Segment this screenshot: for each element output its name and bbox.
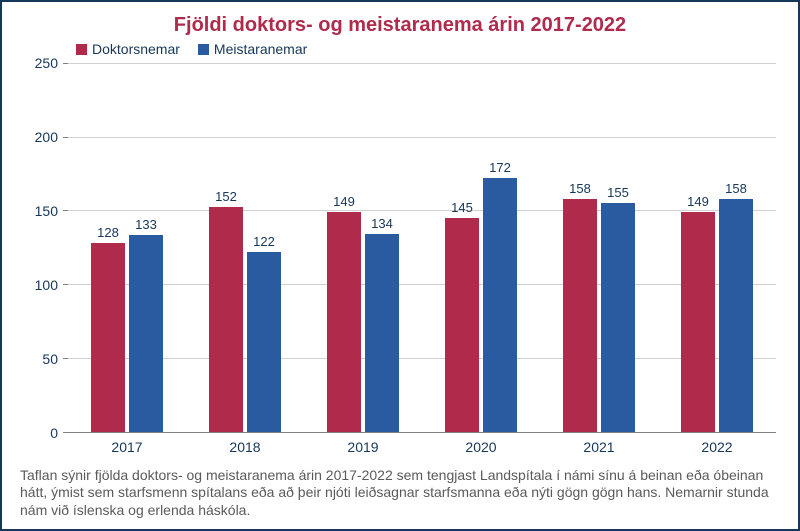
bar-value-label: 155 [607,185,629,200]
bar: 128 [91,243,125,432]
bar-group: 128133 [68,63,186,432]
chart-area: 050100150200250 128133152122149134145172… [20,63,780,459]
legend-item: Meistaranemar [198,41,307,57]
bar: 133 [129,235,163,431]
y-tick-label: 100 [35,277,58,293]
legend-swatch [198,44,209,55]
bar-group: 152122 [186,63,304,432]
bar-value-label: 122 [253,234,275,249]
x-tick-label: 2020 [422,435,540,459]
chart-frame: Fjöldi doktors- og meistaranema árin 201… [0,0,800,531]
y-tick-label: 0 [50,425,58,441]
legend-label: Doktorsnemar [92,41,180,57]
bar-value-label: 152 [215,189,237,204]
bar: 149 [327,212,361,432]
bar-value-label: 149 [333,194,355,209]
bar: 158 [563,199,597,432]
bar-groups: 128133152122149134145172158155149158 [68,63,776,432]
bar: 122 [247,252,281,432]
bar-value-label: 172 [489,160,511,175]
bar: 152 [209,207,243,431]
bar-group: 149134 [304,63,422,432]
x-tick-label: 2019 [304,435,422,459]
legend: Doktorsnemar Meistaranemar [76,41,780,57]
legend-swatch [76,44,87,55]
bar-value-label: 128 [97,225,119,240]
bar-group: 149158 [658,63,776,432]
bar-value-label: 133 [135,217,157,232]
chart-title: Fjöldi doktors- og meistaranema árin 201… [20,14,780,37]
bar-value-label: 158 [569,181,591,196]
x-tick-label: 2022 [658,435,776,459]
legend-item: Doktorsnemar [76,41,180,57]
bar: 145 [445,218,479,432]
bar: 149 [681,212,715,432]
bar-group: 145172 [422,63,540,432]
legend-label: Meistaranemar [214,41,307,57]
y-tick-label: 150 [35,203,58,219]
caption: Taflan sýnir fjölda doktors- og meistara… [20,467,780,520]
y-tick-label: 50 [42,351,58,367]
bar: 158 [719,199,753,432]
bar-group: 158155 [540,63,658,432]
bar-value-label: 149 [687,194,709,209]
y-tick [63,432,68,433]
y-tick-label: 200 [35,129,58,145]
y-axis: 050100150200250 [20,63,64,433]
bar-value-label: 145 [451,200,473,215]
x-tick-label: 2017 [68,435,186,459]
bar: 134 [365,234,399,432]
bar-value-label: 134 [371,216,393,231]
x-axis: 201720182019202020212022 [68,435,776,459]
bar-value-label: 158 [725,181,747,196]
y-tick-label: 250 [35,55,58,71]
plot-area: 128133152122149134145172158155149158 [68,63,776,433]
x-tick-label: 2018 [186,435,304,459]
bar: 172 [483,178,517,432]
x-tick-label: 2021 [540,435,658,459]
bar: 155 [601,203,635,431]
